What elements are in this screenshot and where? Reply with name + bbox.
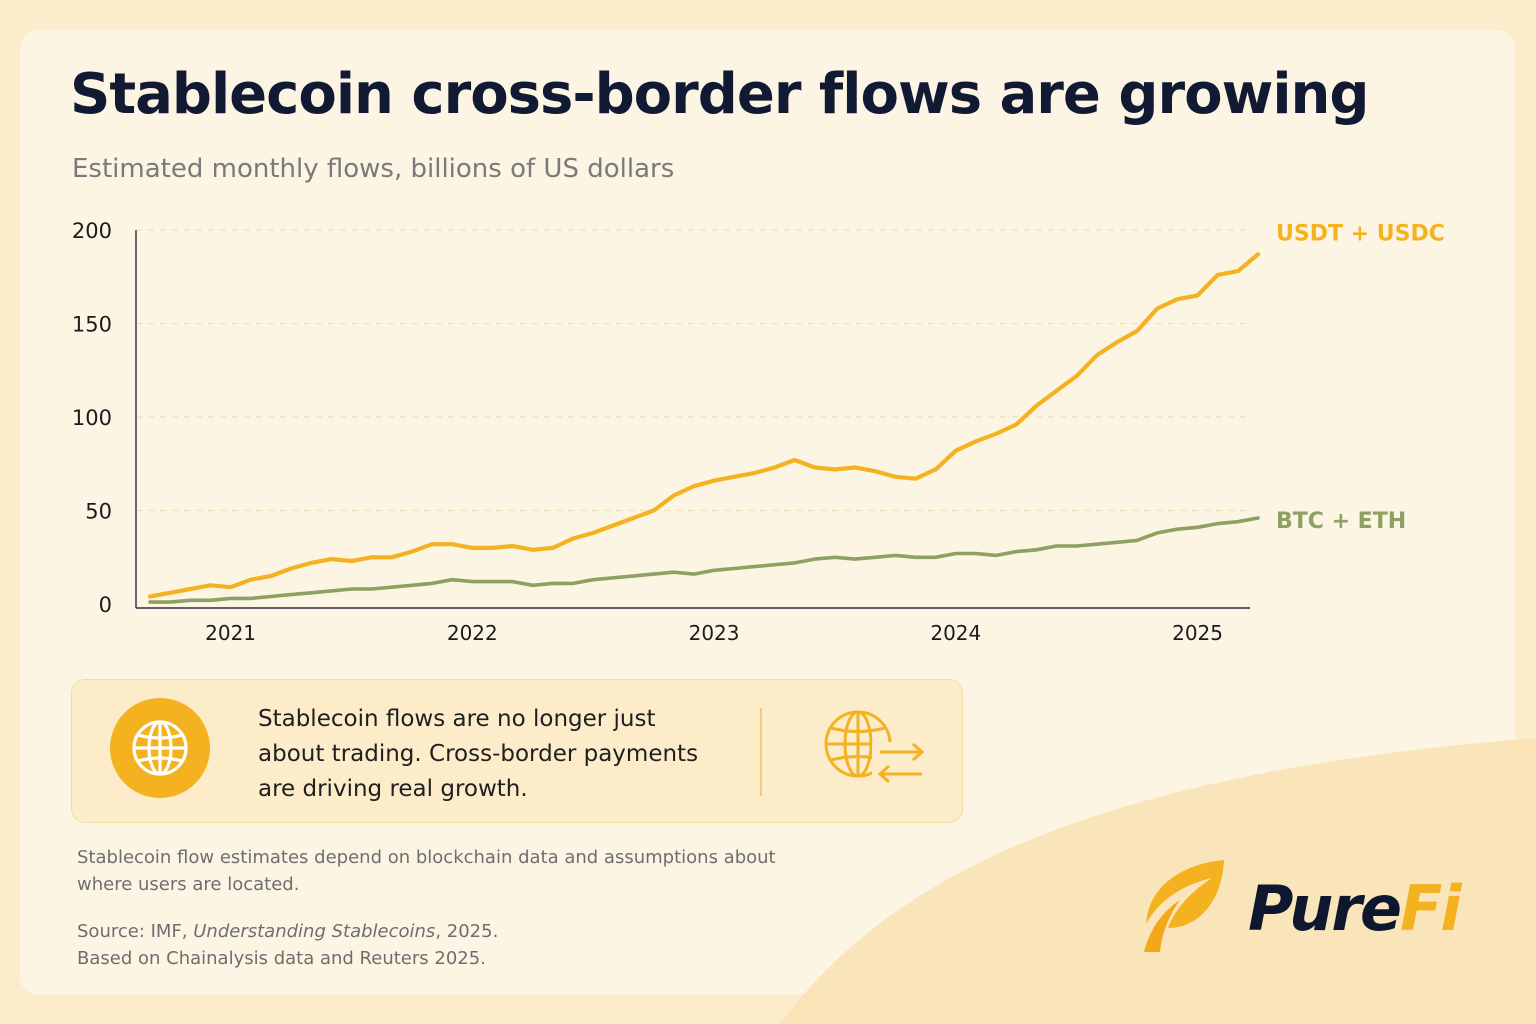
source-title: Understanding Stablecoins: [193, 921, 436, 942]
purefi-logo: PureFi: [1140, 858, 1500, 958]
y-tick-label: 200: [72, 219, 112, 243]
divider: [760, 708, 762, 796]
x-tick-label: 2022: [447, 621, 498, 645]
y-tick-label: 0: [99, 593, 112, 617]
chart-title: Stablecoin cross-border flows are growin…: [70, 62, 1369, 127]
series-label: USDT + USDC: [1276, 221, 1445, 246]
x-tick-label: 2023: [689, 621, 740, 645]
y-tick-label: 150: [72, 313, 112, 337]
series-line: [147, 252, 1261, 599]
line-chart: 0 50 100 150 200 2021 2022 2023 2024 2025 USDT + U…: [72, 219, 1445, 645]
globe-icon: [110, 698, 210, 798]
chart-subtitle: Estimated monthly flows, billions of US …: [72, 154, 675, 184]
globe-transfer-icon: [824, 710, 928, 792]
x-tick-label: 2025: [1172, 621, 1223, 645]
source-line-2: Based on Chainalysis data and Reuters 20…: [77, 948, 486, 969]
source-prefix: Source: IMF,: [77, 921, 194, 942]
insight-text: Stablecoin flows are no longer just abou…: [258, 706, 699, 802]
logo-fi: Fi: [1400, 872, 1462, 945]
source-suffix: , 2025.: [435, 921, 499, 942]
x-tick-label: 2021: [205, 621, 256, 645]
leaf-icon: [1144, 860, 1224, 952]
x-tick-label: 2024: [930, 621, 981, 645]
y-tick-label: 100: [72, 406, 112, 430]
logo-pure: Pure: [1248, 872, 1402, 945]
insight-box: Stablecoin flows are no longer just abou…: [71, 679, 963, 823]
y-tick-label: 50: [85, 500, 112, 524]
logo-wordmark: PureFi: [1248, 872, 1462, 945]
source-note: Source: IMF, Understanding Stablecoins, …: [77, 918, 777, 972]
series-label: BTC + ETH: [1276, 509, 1406, 534]
footnote: Stablecoin flow estimates depend on bloc…: [77, 847, 776, 895]
series-line: [148, 516, 1260, 604]
